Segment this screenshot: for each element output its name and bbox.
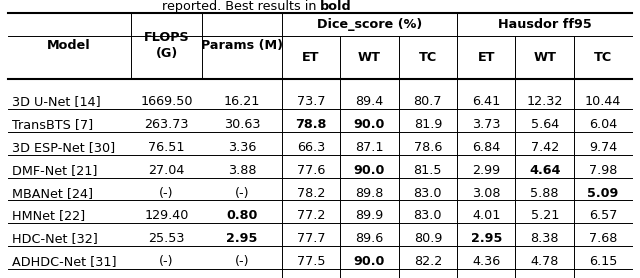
Text: 89.4: 89.4 [355,95,383,108]
Text: 7.98: 7.98 [589,164,618,177]
Text: 5.88: 5.88 [531,187,559,200]
Text: 0.80: 0.80 [227,209,258,222]
Text: 83.0: 83.0 [413,209,442,222]
Text: 90.0: 90.0 [354,255,385,268]
Text: 2.95: 2.95 [470,232,502,245]
Text: 77.5: 77.5 [297,255,325,268]
Text: 4.64: 4.64 [529,164,561,177]
Text: 77.7: 77.7 [297,232,325,245]
Text: ET: ET [477,51,495,64]
Text: 25.53: 25.53 [148,232,185,245]
Text: DMF-Net [21]: DMF-Net [21] [12,164,97,177]
Text: 1669.50: 1669.50 [140,95,193,108]
Text: 5.64: 5.64 [531,118,559,131]
Text: Hausdor ff95: Hausdor ff95 [498,18,591,31]
Text: 78.8: 78.8 [295,118,327,131]
Text: 76.51: 76.51 [148,141,185,154]
Text: bold: bold [320,1,352,13]
Text: 3.36: 3.36 [228,141,256,154]
Text: 3.73: 3.73 [472,118,500,131]
Text: 78.2: 78.2 [297,187,325,200]
Text: 6.84: 6.84 [472,141,500,154]
Text: 89.9: 89.9 [355,209,383,222]
Text: 7.68: 7.68 [589,232,618,245]
Text: 3.88: 3.88 [228,164,257,177]
Text: 89.6: 89.6 [355,232,383,245]
Text: 9.74: 9.74 [589,141,617,154]
Text: 82.2: 82.2 [413,255,442,268]
Text: Model: Model [47,39,91,52]
Text: TransBTS [7]: TransBTS [7] [12,118,93,131]
Text: 87.1: 87.1 [355,141,384,154]
Text: 2.99: 2.99 [472,164,500,177]
Text: 8.38: 8.38 [531,232,559,245]
Text: WT: WT [533,51,556,64]
Text: 5.09: 5.09 [588,187,619,200]
Text: TC: TC [419,51,437,64]
Text: 81.5: 81.5 [413,164,442,177]
Text: 77.2: 77.2 [297,209,325,222]
Text: (-): (-) [159,187,174,200]
Text: 4.36: 4.36 [472,255,500,268]
Text: 6.15: 6.15 [589,255,618,268]
Text: HDC-Net [32]: HDC-Net [32] [12,232,98,245]
Text: TC: TC [594,51,612,64]
Text: 5.21: 5.21 [531,209,559,222]
Text: Dice_score (%): Dice_score (%) [317,18,422,31]
Text: 2.95: 2.95 [227,232,258,245]
Text: 6.04: 6.04 [589,118,617,131]
Text: 3.08: 3.08 [472,187,500,200]
Text: WT: WT [358,51,381,64]
Text: 16.21: 16.21 [224,95,260,108]
Text: 12.32: 12.32 [527,95,563,108]
Text: 80.9: 80.9 [413,232,442,245]
Text: MBANet [24]: MBANet [24] [12,187,93,200]
Text: 89.8: 89.8 [355,187,383,200]
Text: 81.9: 81.9 [413,118,442,131]
Text: 30.63: 30.63 [224,118,260,131]
Text: 129.40: 129.40 [145,209,189,222]
Text: 80.7: 80.7 [413,95,442,108]
Text: ET: ET [302,51,320,64]
Text: ADHDC-Net [31]: ADHDC-Net [31] [12,255,116,268]
Text: (-): (-) [235,255,250,268]
Text: HMNet [22]: HMNet [22] [12,209,85,222]
Text: 3D ESP-Net [30]: 3D ESP-Net [30] [12,141,115,154]
Text: (-): (-) [235,187,250,200]
Text: reported. Best results in: reported. Best results in [161,1,320,13]
Text: 263.73: 263.73 [144,118,189,131]
Text: 6.57: 6.57 [589,209,618,222]
Text: 10.44: 10.44 [585,95,621,108]
Text: 73.7: 73.7 [297,95,325,108]
Text: 4.01: 4.01 [472,209,500,222]
Text: Params (M): Params (M) [201,39,283,52]
Text: 3D U-Net [14]: 3D U-Net [14] [12,95,100,108]
Text: 66.3: 66.3 [297,141,325,154]
Text: 77.6: 77.6 [297,164,325,177]
Text: 6.41: 6.41 [472,95,500,108]
Text: (-): (-) [159,255,174,268]
Text: 90.0: 90.0 [354,164,385,177]
Text: 78.6: 78.6 [413,141,442,154]
Text: FLOPS
(G): FLOPS (G) [144,31,189,60]
Text: 83.0: 83.0 [413,187,442,200]
Text: 4.78: 4.78 [531,255,559,268]
Text: 90.0: 90.0 [354,118,385,131]
Text: 27.04: 27.04 [148,164,185,177]
Text: 7.42: 7.42 [531,141,559,154]
